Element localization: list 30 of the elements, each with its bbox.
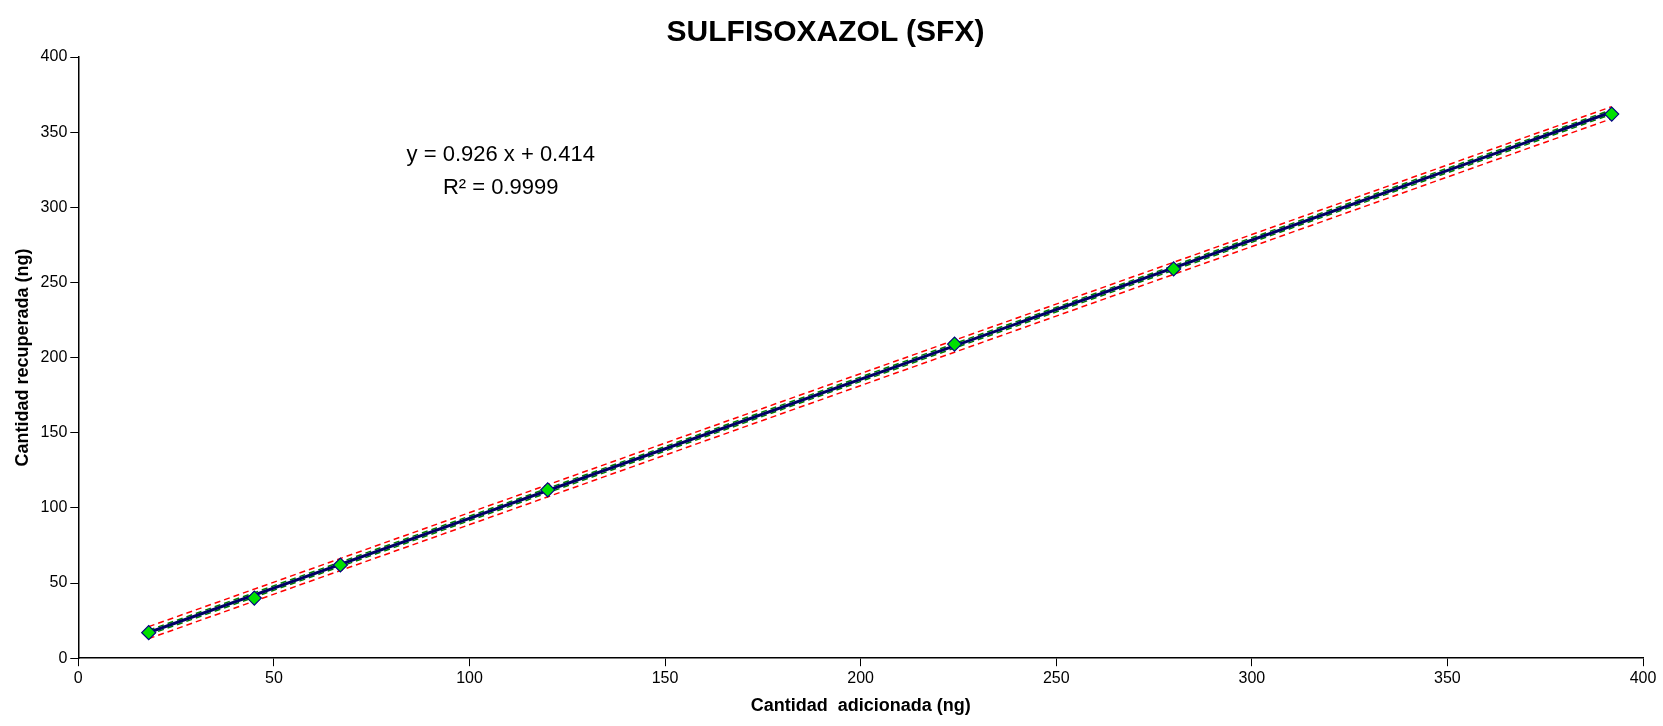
x-tick-label: 350: [1434, 669, 1461, 687]
y-tick-label: 350: [40, 122, 68, 140]
y-tick-label: 0: [58, 648, 68, 666]
y-tick-label: 100: [40, 498, 68, 516]
point: [946, 336, 963, 352]
point: [246, 590, 262, 606]
y-tick-label: 50: [49, 573, 68, 591]
x-tick-label: 150: [651, 669, 679, 687]
x-tick-label: 400: [1629, 669, 1657, 687]
point: [141, 625, 157, 641]
x-tick-label: 100: [456, 669, 483, 687]
x-axis-title: Cantidad adicionada (ng): [750, 695, 971, 716]
x-tick-label: 300: [1238, 669, 1266, 687]
y-tick-label: 200: [40, 348, 68, 366]
point: [1604, 106, 1620, 122]
y-tick-label: 300: [40, 197, 68, 215]
y-tick-label: 150: [40, 423, 68, 441]
x-tick-label: 250: [1042, 669, 1070, 687]
x-tick-label: 50: [264, 669, 283, 687]
x-tick-label: 0: [73, 669, 83, 687]
point: [1165, 261, 1182, 277]
y-tick-label: 400: [40, 47, 68, 65]
point: [332, 557, 348, 573]
x-tick-label: 200: [847, 669, 875, 687]
annotation: R² = 0.9999: [442, 174, 559, 200]
point: [540, 482, 556, 498]
y-axis-title: Cantidad recuperada (ng): [11, 248, 32, 467]
chart-title: SULFISOXAZOL (SFX): [666, 14, 985, 48]
y-tick-label: 250: [40, 272, 68, 290]
annotation: y = 0.926 x + 0.414: [406, 141, 595, 167]
